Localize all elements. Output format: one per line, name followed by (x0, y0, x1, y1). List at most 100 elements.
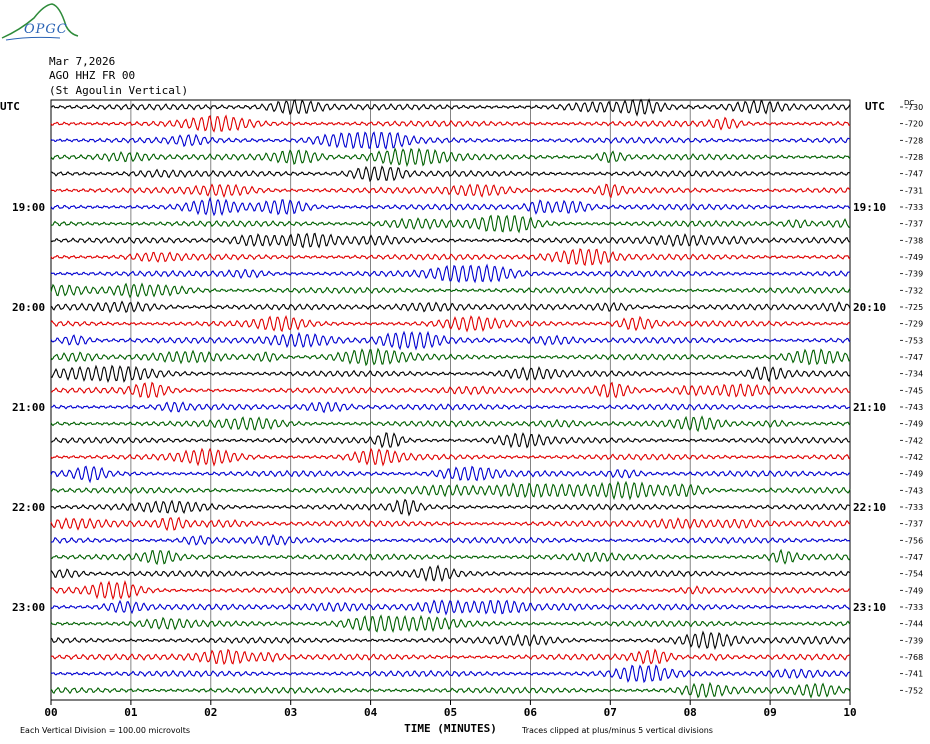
trace-line (50, 232, 851, 249)
dc-offset-label: -756 (905, 536, 923, 545)
x-tick-label: 05 (444, 706, 457, 719)
x-tick-label: 04 (364, 706, 378, 719)
trace-line (50, 447, 851, 467)
trace-line (50, 664, 851, 684)
dc-offset-label: -749 (905, 420, 923, 429)
dc-offset-label: -737 (905, 520, 923, 529)
dc-label: DC (904, 99, 914, 107)
left-hour-label: 21:00 (12, 401, 45, 414)
dc-offset-label: -753 (905, 336, 923, 345)
trace-line (50, 564, 851, 583)
left-hour-label: 20:00 (12, 301, 45, 314)
trace-line (50, 648, 851, 666)
dc-offset-label: -725 (905, 303, 923, 312)
trace-line (50, 114, 851, 133)
dc-offset-label: -744 (905, 620, 923, 629)
right-hour-label: 22:10 (853, 501, 886, 514)
right-hour-label: 21:10 (853, 401, 886, 414)
trace-line (50, 147, 851, 168)
dc-offset-label: -742 (905, 453, 923, 462)
dc-offset-label: -733 (905, 603, 923, 612)
right-hour-label: 23:10 (853, 601, 886, 614)
right-hour-label: 20:10 (853, 301, 886, 314)
clip-note: Traces clipped at plus/minus 5 vertical … (521, 726, 713, 735)
dc-offset-label: -747 (905, 553, 923, 562)
trace-line (50, 300, 851, 314)
dc-offset-label: -720 (905, 120, 923, 129)
dc-offset-label: -731 (905, 186, 923, 195)
trace-line (50, 282, 851, 299)
left-hour-label: 23:00 (12, 601, 45, 614)
dc-offset-label: -745 (905, 386, 923, 395)
dc-offset-label: -752 (905, 686, 923, 695)
x-tick-label: 09 (763, 706, 776, 719)
dc-offset-label: -734 (905, 370, 923, 379)
trace-line (50, 165, 851, 183)
dc-offset-label: -754 (905, 570, 923, 579)
trace-line (50, 480, 851, 501)
left-hour-label: 19:00 (12, 201, 45, 214)
trace-line (50, 498, 851, 517)
dc-offset-label: -749 (905, 586, 923, 595)
dc-offset-label: -747 (905, 170, 923, 179)
trace-line (50, 681, 851, 699)
x-tick-label: 06 (524, 706, 538, 719)
trace-line (50, 516, 851, 532)
trace-line (50, 196, 851, 217)
trace-line (50, 548, 851, 566)
dc-offset-label: -768 (905, 653, 923, 662)
dc-offset-label: -728 (905, 136, 923, 145)
trace-line (50, 579, 851, 601)
trace-line (50, 98, 851, 117)
x-tick-label: 07 (604, 706, 617, 719)
trace-line (50, 630, 851, 650)
dc-offset-label: -742 (905, 436, 923, 445)
trace-line (50, 330, 851, 351)
left-utc-label: UTC (0, 100, 20, 113)
x-axis-label: TIME (MINUTES) (404, 722, 497, 735)
left-hour-label: 22:00 (12, 501, 45, 514)
dc-offset-label: -749 (905, 253, 923, 262)
opgc-logo (0, 0, 80, 45)
trace-line (50, 614, 851, 634)
trace-line (50, 263, 851, 284)
x-tick-label: 08 (684, 706, 697, 719)
dc-offset-label: -738 (905, 236, 923, 245)
right-hour-label: 19:10 (853, 201, 886, 214)
trace-line (50, 131, 851, 150)
x-tick-label: 01 (124, 706, 138, 719)
trace-line (50, 533, 851, 547)
dc-offset-label: -733 (905, 503, 923, 512)
trace-line (50, 364, 851, 383)
dc-offset-label: -743 (905, 486, 923, 495)
trace-line (50, 432, 851, 449)
scale-note: Each Vertical Division = 100.00 microvol… (20, 726, 190, 735)
station-code: AGO HHZ FR 00 (49, 69, 136, 82)
dc-offset-label: -741 (905, 670, 923, 679)
mountain-logo-icon (1, 3, 79, 41)
x-tick-label: 02 (204, 706, 217, 719)
dc-offset-label: -739 (905, 636, 923, 645)
trace-line (50, 599, 851, 616)
dc-offset-label: -749 (905, 470, 923, 479)
dc-offset-label: -728 (905, 153, 923, 162)
trace-line (50, 381, 851, 399)
trace-line (50, 401, 851, 414)
trace-line (50, 315, 851, 333)
dc-offset-label: -743 (905, 403, 923, 412)
dc-offset-label: -729 (905, 320, 923, 329)
chart-date: Mar 7,2026 (49, 55, 116, 68)
right-utc-label: UTC (865, 100, 885, 113)
trace-line (50, 347, 851, 367)
dc-offset-label: -739 (905, 270, 923, 279)
trace-line (50, 183, 851, 199)
x-tick-label: 10 (843, 706, 856, 719)
dc-offset-label: -732 (905, 286, 923, 295)
dc-offset-label: -733 (905, 203, 923, 212)
trace-line (50, 415, 851, 433)
trace-line (50, 214, 851, 234)
dc-offset-label: -730 (905, 103, 923, 112)
x-tick-label: 00 (44, 706, 57, 719)
trace-line (50, 248, 851, 267)
